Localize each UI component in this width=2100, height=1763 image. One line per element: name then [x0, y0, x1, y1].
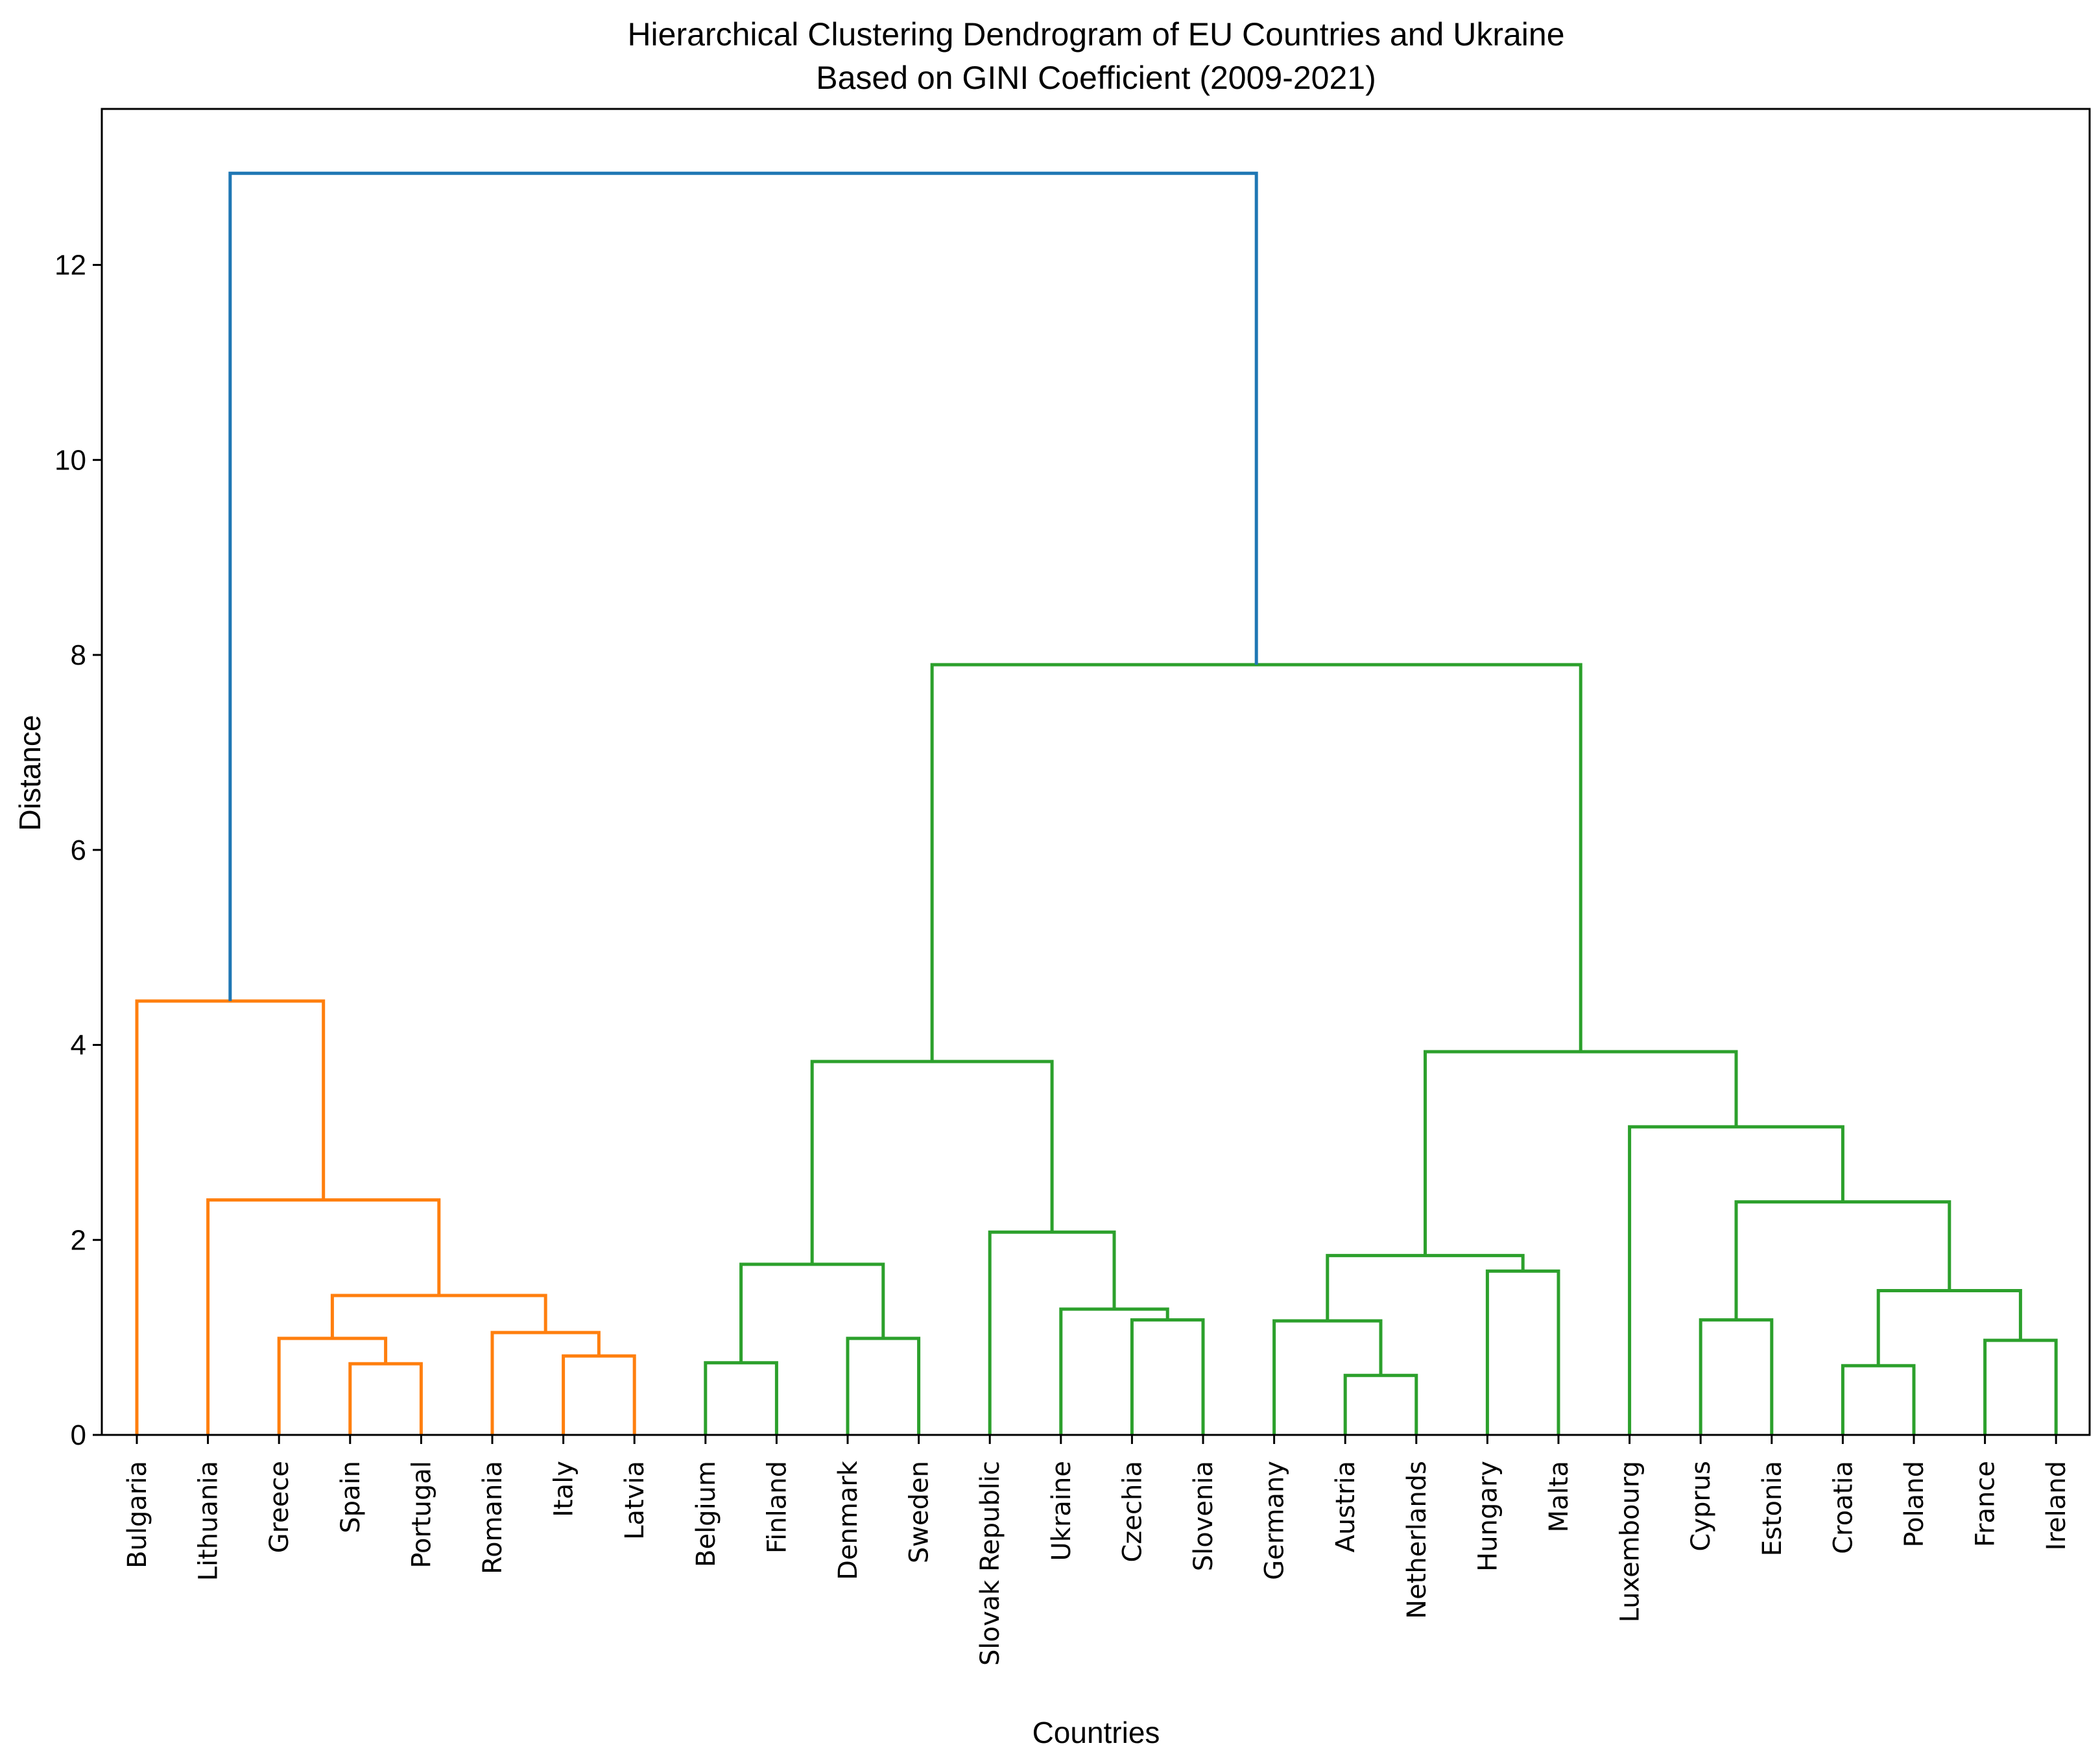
x-tick-label-sweden: Sweden — [905, 1461, 935, 1563]
x-tick-label-czechia: Czechia — [1117, 1461, 1147, 1563]
x-tick-label-malta: Malta — [1544, 1461, 1574, 1532]
x-tick-label-latvia: Latvia — [620, 1461, 650, 1540]
dendrogram-link-m24 — [1628, 1125, 1844, 1435]
y-tick-label: 12 — [54, 250, 86, 281]
x-tick-label-belgium: Belgium — [691, 1461, 721, 1567]
dendrogram-link-m19 — [1699, 1318, 1774, 1435]
dendrogram-link-m14 — [810, 1059, 1054, 1264]
dendrogram-link-m1 — [348, 1362, 423, 1435]
x-tick-label-denmark: Denmark — [833, 1460, 863, 1580]
dendrogram-link-m22 — [1876, 1288, 2022, 1366]
x-tick-label-france: France — [1971, 1461, 2001, 1547]
dendrogram-link-m12 — [1059, 1307, 1169, 1435]
dendrogram-link-m13 — [988, 1230, 1116, 1435]
x-axis-label: Countries — [1032, 1716, 1160, 1749]
y-axis: 0 2 4 6 8 10 12 — [54, 250, 102, 1451]
x-tick-label-portugal: Portugal — [407, 1461, 436, 1568]
dendrogram-link-m7 — [135, 999, 326, 1435]
dendrogram-link-m17 — [1485, 1269, 1560, 1435]
x-tick-label-germany: Germany — [1260, 1461, 1290, 1580]
x-tick-label-spain: Spain — [336, 1461, 366, 1533]
x-tick-label-bulgaria: Bulgaria — [123, 1461, 152, 1568]
dendrogram-link-m15 — [1343, 1373, 1418, 1435]
plot-frame — [101, 108, 2091, 1436]
x-tick-label-romania: Romania — [478, 1461, 508, 1574]
dendrogram-link-m25 — [1424, 1050, 1738, 1256]
x-tick-label-croatia: Croatia — [1828, 1461, 1858, 1554]
x-tick-label-slovak-republic: Slovak Republic — [975, 1461, 1005, 1666]
x-tick-label-austria: Austria — [1331, 1461, 1361, 1552]
dendrogram-link-m18 — [1326, 1253, 1525, 1321]
dendrogram-link-m9 — [846, 1336, 921, 1435]
dendrogram-link-m8 — [704, 1361, 778, 1435]
x-tick-label-poland: Poland — [1900, 1461, 1929, 1548]
chart-title: Hierarchical Clustering Dendrogram of EU… — [627, 16, 1564, 53]
y-tick-label: 6 — [71, 834, 86, 866]
x-tick-label-finland: Finland — [762, 1461, 792, 1554]
dendrogram-links — [135, 171, 2058, 1435]
dendrogram-link-m16 — [1272, 1319, 1383, 1435]
x-tick-label-luxembourg: Luxembourg — [1616, 1461, 1645, 1622]
x-tick-label-italy: Italy — [549, 1461, 579, 1517]
dendrogram-link-m11 — [1130, 1318, 1205, 1435]
dendrogram-link-m27 — [228, 171, 1258, 1001]
dendrogram-link-m20 — [1841, 1364, 1916, 1435]
x-tick-label-greece: Greece — [265, 1461, 294, 1553]
y-tick-label: 4 — [71, 1030, 86, 1061]
y-tick-label: 8 — [71, 639, 86, 671]
dendrogram-link-m4 — [490, 1331, 601, 1435]
y-axis-label: Distance — [13, 715, 47, 831]
dendrogram-link-m21 — [1983, 1338, 2058, 1435]
x-tick-label-estonia: Estonia — [1758, 1461, 1787, 1556]
x-tick-label-hungary: Hungary — [1473, 1461, 1503, 1572]
dendrogram-link-m6 — [206, 1198, 441, 1435]
x-tick-label-ukraine: Ukraine — [1047, 1461, 1077, 1561]
x-tick-label-cyprus: Cyprus — [1686, 1461, 1716, 1552]
x-tick-label-slovenia: Slovenia — [1189, 1461, 1219, 1571]
x-tick-label-lithuania: Lithuania — [194, 1461, 224, 1581]
dendrogram-link-m2 — [277, 1336, 388, 1435]
dendrogram-link-m3 — [562, 1354, 636, 1435]
x-tick-label-ireland: Ireland — [2042, 1461, 2071, 1550]
dendrogram-link-m26 — [930, 663, 1582, 1062]
chart-subtitle: Based on GINI Coefficient (2009-2021) — [816, 60, 1376, 96]
dendrogram-link-m10 — [739, 1262, 885, 1363]
x-tick-label-netherlands: Netherlands — [1402, 1461, 1432, 1619]
y-tick-label: 10 — [54, 444, 86, 476]
y-tick-label: 0 — [71, 1419, 86, 1451]
y-tick-label: 2 — [71, 1224, 86, 1256]
x-axis: Bulgaria Lithuania Greece Spain Portugal Roma… — [123, 1435, 2071, 1666]
dendrogram-link-m23 — [1734, 1200, 1951, 1320]
